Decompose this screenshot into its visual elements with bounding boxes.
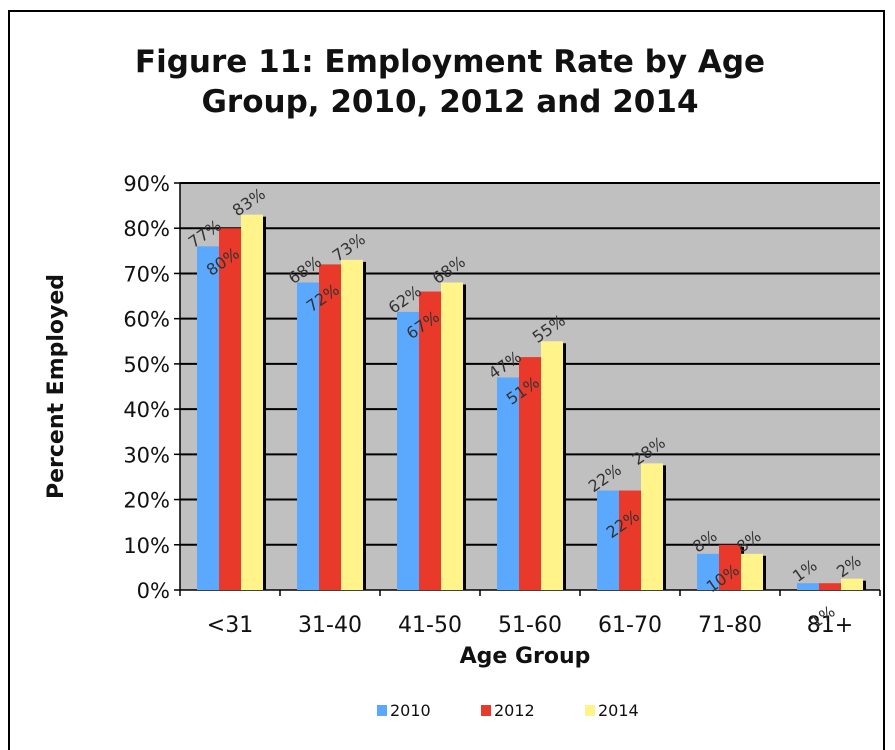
bar-2010: [597, 490, 619, 590]
bar-2014: [741, 553, 763, 590]
bar-2012: [219, 228, 241, 590]
chart-title-line-1: Figure 11: Employment Rate by Age: [134, 44, 766, 80]
bar-2012: [719, 544, 741, 590]
x-tick-label: 61-70: [598, 613, 662, 638]
legend-label: 2012: [494, 701, 535, 720]
bar-2014: [641, 463, 663, 590]
bar-2012: [519, 357, 541, 590]
bar-2014: [241, 214, 263, 590]
x-tick-label: 41-50: [398, 613, 462, 638]
legend-swatch-2014: [585, 705, 595, 716]
legend-swatch-2010: [377, 705, 387, 716]
bar-2012: [319, 264, 341, 590]
bar-2012: [819, 583, 841, 590]
x-tick-label: 71-80: [698, 613, 762, 638]
bar-2014: [341, 259, 363, 590]
x-axis-title: Age Group: [460, 644, 591, 669]
y-tick-label: 20%: [123, 489, 170, 513]
y-tick-label: 80%: [123, 217, 170, 241]
bar-2012: [619, 490, 641, 590]
bar-2014: [841, 578, 863, 590]
y-tick-label: 0%: [137, 579, 170, 603]
x-tick-label: <31: [207, 613, 253, 638]
y-axis-title: Percent Employed: [44, 274, 69, 499]
y-tick-label: 90%: [123, 172, 170, 196]
bar-2010: [297, 282, 319, 590]
bar-2012: [419, 291, 441, 590]
bar-2010: [697, 553, 719, 590]
bar-2010: [197, 246, 219, 591]
x-tick-label: 51-60: [498, 613, 562, 638]
y-tick-label: 40%: [123, 398, 170, 422]
bar-2010: [397, 311, 419, 590]
bar-2014: [441, 282, 463, 590]
bar-2010: [497, 377, 519, 590]
chart-title-line-2: Group, 2010, 2012 and 2014: [201, 84, 699, 120]
chart-title: Figure 11: Employment Rate by Age Group,…: [60, 42, 840, 122]
legend-label: 2010: [390, 701, 431, 720]
x-tick-label: 81+: [807, 613, 853, 638]
y-tick-label: 10%: [123, 534, 170, 558]
y-tick-label: 50%: [123, 353, 170, 377]
legend-label: 2014: [598, 701, 639, 720]
bar-2010: [797, 583, 819, 590]
y-tick-label: 60%: [123, 308, 170, 332]
bar-2014: [541, 341, 563, 590]
y-tick-label: 70%: [123, 262, 170, 286]
x-tick-label: 31-40: [298, 613, 362, 638]
legend-swatch-2012: [481, 705, 491, 716]
y-tick-label: 30%: [123, 443, 170, 467]
